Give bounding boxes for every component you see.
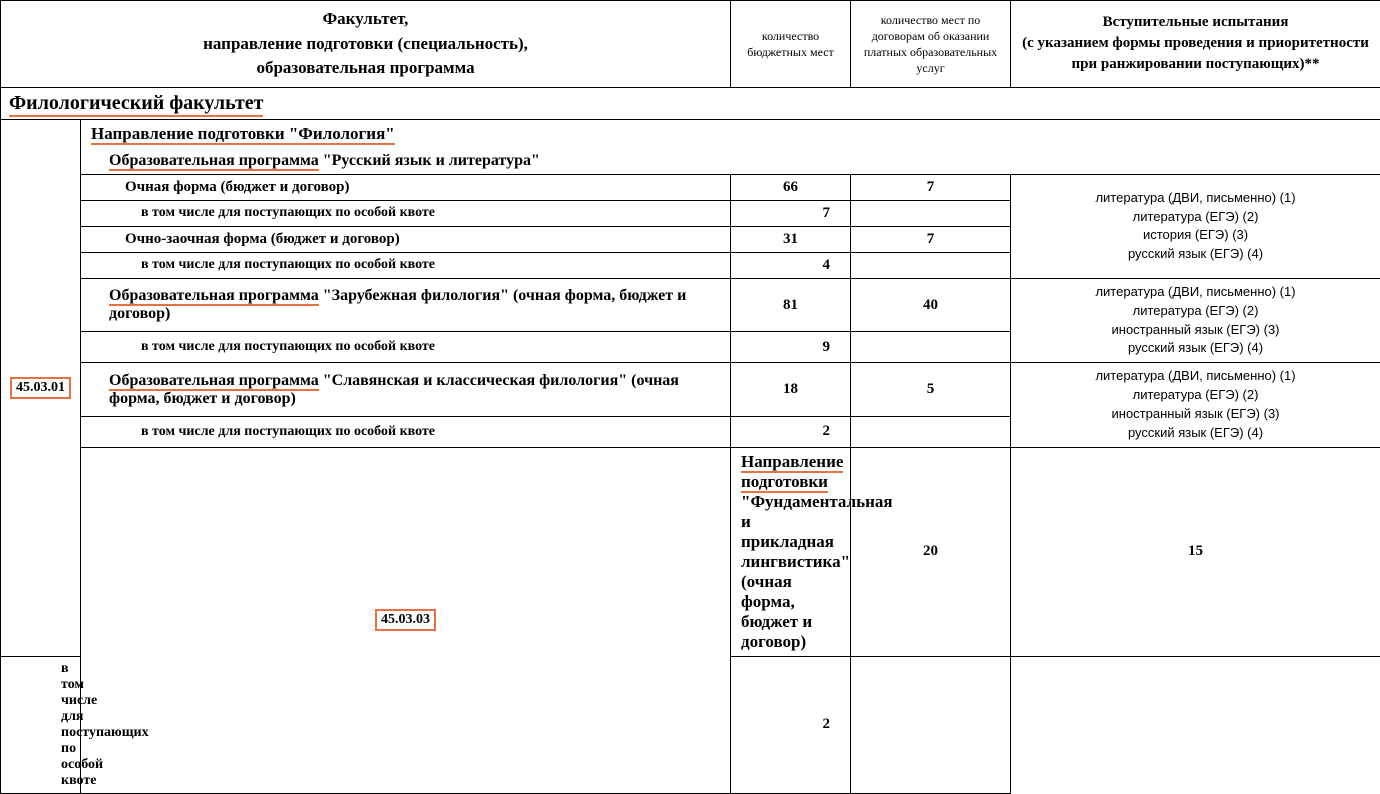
form1-quota-paid: [851, 200, 1011, 226]
header-row: Факультет, направление подготовки (специ…: [1, 1, 1380, 88]
program2-ul: Образовательная программа: [109, 287, 319, 306]
header-paid: количество мест по договорам об оказании…: [851, 1, 1011, 88]
form1-quota-label: в том числе для поступающих по особой кв…: [81, 200, 731, 226]
program2-row: Образовательная программа "Зарубежная фи…: [1, 278, 1380, 331]
prog3-budget: 18: [731, 363, 851, 416]
code-1: 45.03.01: [10, 377, 71, 399]
program1-tail: "Русский язык и литература": [319, 152, 540, 169]
form2-budget: 31: [731, 226, 851, 252]
dir2-quota: 2: [731, 656, 851, 793]
form2-quota-paid: [851, 252, 1011, 278]
prog2-paid: 40: [851, 278, 1011, 331]
dir2-quota-label: в том числе для поступающих по особой кв…: [1, 656, 81, 793]
dir2-budget: 20: [851, 447, 1011, 656]
form1-paid: 7: [851, 174, 1011, 200]
admissions-table: Факультет, направление подготовки (специ…: [0, 0, 1380, 794]
dir2-paid: 15: [1011, 447, 1380, 656]
form1-label: Очная форма (бюджет и договор): [81, 174, 731, 200]
prog2-budget: 81: [731, 278, 851, 331]
form1-quota: 7: [731, 200, 851, 226]
form1-budget: 66: [731, 174, 851, 200]
header-budget: количество бюджетных мест: [731, 1, 851, 88]
program1-row: Образовательная программа "Русский язык …: [1, 148, 1380, 175]
form2-label: Очно-заочная форма (бюджет и договор): [81, 226, 731, 252]
faculty-name: Филологический факультет: [9, 92, 263, 117]
code-2: 45.03.03: [375, 609, 436, 631]
exams2: литература (ДВИ, письменно) (1)литератур…: [1011, 278, 1380, 362]
prog3-quota-paid: [851, 416, 1011, 447]
prog2-quota-paid: [851, 332, 1011, 363]
form2-quota: 4: [731, 252, 851, 278]
exams1: литература (ДВИ, письменно) (1)литератур…: [1011, 174, 1380, 278]
prog3-paid: 5: [851, 363, 1011, 416]
form2-quota-label: в том числе для поступающих по особой кв…: [81, 252, 731, 278]
dir2-quota-paid: [851, 656, 1011, 793]
prog2-quota: 9: [731, 332, 851, 363]
direction-row-2: 45.03.03 Направление подготовки "Фундаме…: [1, 447, 1380, 656]
exams3: литература (ДВИ, письменно) (1)литератур…: [1011, 363, 1380, 447]
prog2-quota-label: в том числе для поступающих по особой кв…: [81, 332, 731, 363]
header-faculty: Факультет, направление подготовки (специ…: [1, 1, 731, 88]
direction2-ul: Направление подготовки: [741, 452, 843, 493]
program1-ul: Образовательная программа: [109, 152, 319, 171]
prog3-quota: 2: [731, 416, 851, 447]
faculty-row: Филологический факультет: [1, 87, 1380, 119]
direction1-underline: Направление подготовки "Филология": [91, 124, 395, 145]
program3-ul: Образовательная программа: [109, 372, 319, 391]
code-cell-2: 45.03.03: [81, 447, 731, 793]
prog3-quota-label: в том числе для поступающих по особой кв…: [81, 416, 731, 447]
header-exams: Вступительные испытания (с указанием фор…: [1011, 1, 1380, 88]
form1-row: Очная форма (бюджет и договор) 66 7 лите…: [1, 174, 1380, 200]
code-cell-1: 45.03.01: [1, 119, 81, 656]
form2-paid: 7: [851, 226, 1011, 252]
direction-row-1: 45.03.01 Направление подготовки "Филолог…: [1, 119, 1380, 148]
program3-row: Образовательная программа "Славянская и …: [1, 363, 1380, 416]
